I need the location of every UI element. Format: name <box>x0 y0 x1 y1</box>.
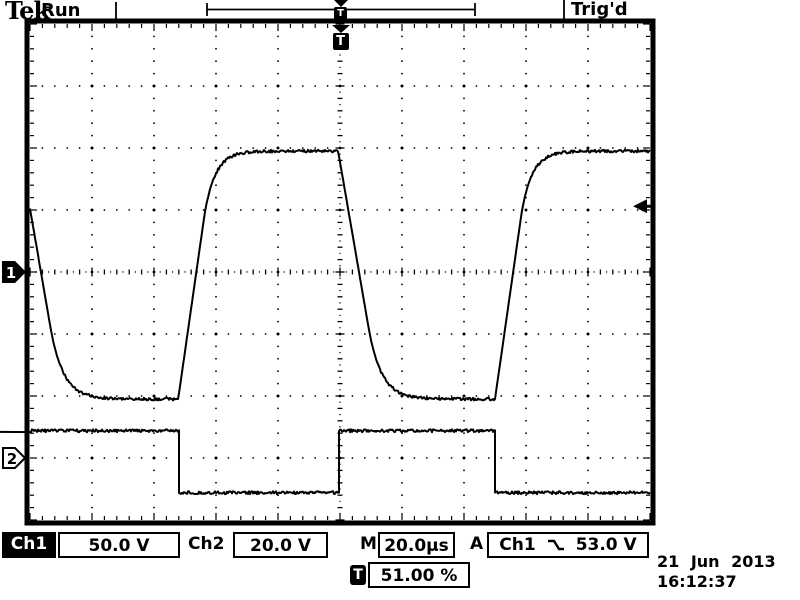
trigger-status: Trig'd <box>571 0 628 20</box>
record-trigger-marker: T <box>333 0 348 20</box>
ch1-ground-marker: 1 <box>2 261 26 283</box>
svg-text:1: 1 <box>6 264 16 282</box>
trigger-readout: Ch1 53.0 V <box>487 532 649 558</box>
trigger-position-t-badge: T <box>350 565 366 585</box>
ch2-trace <box>0 428 651 496</box>
ch2-scale-readout: 20.0 V <box>233 532 328 558</box>
trigger-level-arrow <box>633 199 652 214</box>
tek-logo: Tek <box>5 0 50 25</box>
trigger-mode-label: A <box>470 534 484 554</box>
graticule <box>24 18 656 526</box>
record-trigger-t-badge: T <box>334 7 347 20</box>
trigger-source-label: Ch1 <box>499 534 536 555</box>
svg-text:2: 2 <box>7 450 17 468</box>
ch1-trace <box>29 148 651 402</box>
display-trigger-indicator: T <box>331 25 350 50</box>
triangle-down-icon <box>331 25 350 33</box>
ch2-ground-marker: 2 <box>2 447 27 469</box>
ch1-label-badge: Ch1 <box>2 532 56 558</box>
timebase-readout: 20.0µs <box>378 532 455 558</box>
time-text: 16:12:37 <box>657 572 737 591</box>
date-text: 21 Jun 2013 <box>657 552 776 571</box>
falling-edge-icon <box>547 539 564 550</box>
triangle-down-icon <box>333 0 348 7</box>
ch2-label: Ch2 <box>188 534 225 554</box>
trigger-level-value: 53.0 V <box>575 534 637 555</box>
datetime-block: 21 Jun 2013 16:12:37 <box>657 552 776 592</box>
ch1-scale-readout: 50.0 V <box>58 532 180 558</box>
trigger-position-readout: 51.00 % <box>368 562 470 588</box>
acquisition-status: Run <box>41 0 81 21</box>
display-trigger-t-badge: T <box>332 33 349 50</box>
timebase-label: M <box>360 534 377 554</box>
